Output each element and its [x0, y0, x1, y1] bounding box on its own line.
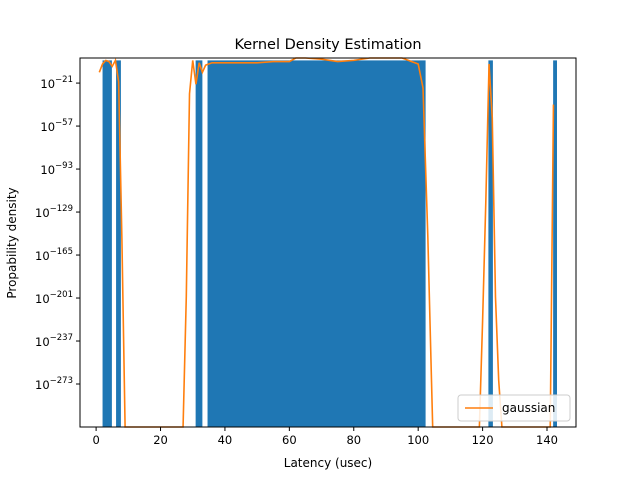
x-axis: 0 20 40 60 80 100 120 140	[92, 427, 558, 447]
y-tick-label: 10−237	[35, 333, 73, 349]
legend: gaussian	[457, 394, 571, 422]
y-tick-label: 10−21	[40, 75, 73, 91]
chart-title: Kernel Density Estimation	[234, 37, 421, 53]
y-tick-label: 10−57	[40, 118, 73, 134]
histogram-bar-4	[488, 60, 493, 427]
x-tick-label-100: 100	[407, 433, 429, 447]
y-tick-label: 10−165	[35, 247, 73, 263]
histogram-bars	[102, 60, 557, 427]
x-tick-label-120: 120	[472, 433, 494, 447]
plot-frame	[79, 57, 577, 428]
y-axis: 10−21 10−57 10−93 10−129 10−165 10−201 10−237 1…	[35, 75, 80, 392]
histogram-bar-2	[195, 60, 203, 427]
y-axis-label: Propability density	[5, 187, 19, 298]
histogram-bar-3	[207, 60, 426, 427]
histogram-bar-1	[116, 60, 121, 427]
x-tick-label-60: 60	[282, 433, 297, 447]
histogram-bar-0	[102, 60, 112, 427]
x-tick-label-20: 20	[153, 433, 168, 447]
y-tick-label: 10−201	[35, 290, 73, 306]
y-tick-label: 10−273	[35, 376, 73, 392]
legend-box	[457, 394, 571, 422]
x-tick-label-40: 40	[218, 433, 233, 447]
x-tick-label-80: 80	[346, 433, 361, 447]
x-tick-label-140: 140	[536, 433, 558, 447]
x-tick-label-0: 0	[92, 433, 99, 447]
x-axis-label: Latency (usec)	[284, 456, 372, 470]
y-tick-label: 10−93	[40, 161, 73, 177]
y-tick-label: 10−129	[35, 204, 73, 220]
histogram-bar-5	[553, 60, 557, 427]
legend-label-gaussian: gaussian	[502, 401, 555, 415]
